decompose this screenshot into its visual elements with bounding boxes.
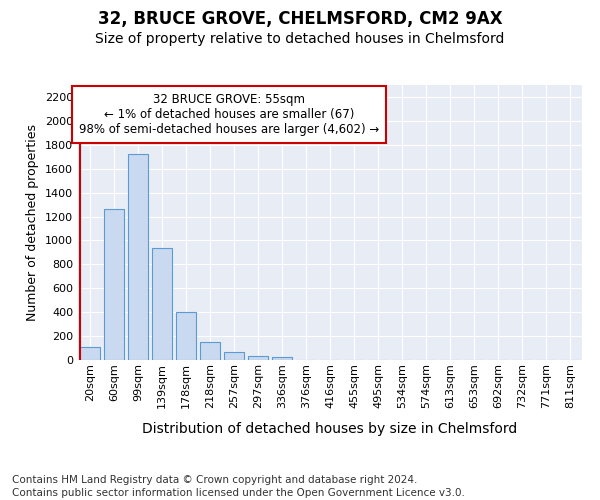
Text: Contains public sector information licensed under the Open Government Licence v3: Contains public sector information licen…: [12, 488, 465, 498]
Bar: [128, 154, 148, 360]
Bar: [272, 357, 292, 360]
Bar: [176, 312, 196, 360]
Text: 32, BRUCE GROVE, CHELMSFORD, CM2 9AX: 32, BRUCE GROVE, CHELMSFORD, CM2 9AX: [98, 10, 502, 28]
Text: Size of property relative to detached houses in Chelmsford: Size of property relative to detached ho…: [95, 32, 505, 46]
Bar: [80, 347, 100, 360]
Text: 32 BRUCE GROVE: 55sqm
← 1% of detached houses are smaller (67)
98% of semi-detac: 32 BRUCE GROVE: 55sqm ← 1% of detached h…: [79, 93, 379, 136]
Bar: [224, 352, 244, 360]
Bar: [104, 210, 124, 360]
Bar: [248, 356, 268, 360]
Bar: [152, 248, 172, 360]
Bar: [200, 342, 220, 360]
Text: Distribution of detached houses by size in Chelmsford: Distribution of detached houses by size …: [142, 422, 518, 436]
Text: Contains HM Land Registry data © Crown copyright and database right 2024.: Contains HM Land Registry data © Crown c…: [12, 475, 418, 485]
Y-axis label: Number of detached properties: Number of detached properties: [26, 124, 40, 321]
